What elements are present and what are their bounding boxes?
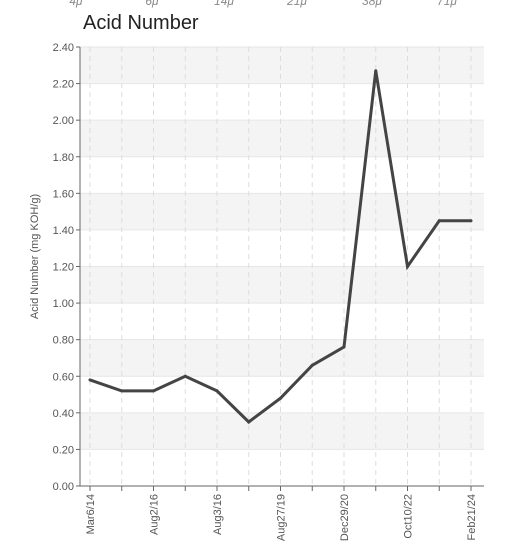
grid-band: [80, 120, 484, 157]
y-axis-label: Acid Number (mg KOH/g): [29, 194, 41, 319]
data-point: [88, 378, 92, 382]
data-point: [374, 69, 378, 73]
grid-band: [80, 412, 484, 450]
data-point: [279, 396, 282, 400]
y-tick-label: 0.80: [53, 335, 74, 347]
grid-band: [80, 339, 484, 377]
data-point: [183, 374, 187, 378]
y-tick-label: 0.20: [53, 444, 74, 456]
top-tick-label: 38μ: [362, 0, 382, 8]
data-point: [120, 389, 124, 393]
data-point: [152, 389, 155, 393]
top-tick-label: 14μ: [214, 0, 234, 8]
x-tick-label: Aug2/16: [149, 494, 161, 535]
data-point: [342, 345, 346, 349]
y-tick-label: 1.00: [53, 298, 74, 310]
y-tick-label: 1.80: [53, 152, 74, 164]
top-tick-label: 71μ: [437, 0, 457, 8]
x-tick-label: Aug3/16: [212, 494, 224, 535]
y-tick-label: 2.40: [53, 42, 74, 54]
y-tick-label: 1.20: [53, 262, 74, 274]
top-tick-label: 4μ: [69, 0, 83, 8]
data-point: [437, 219, 441, 223]
grid-band: [80, 47, 484, 84]
y-tick-label: 2.20: [53, 79, 74, 91]
x-tick-label: Feb21/24: [466, 494, 478, 540]
y-tick-label: 2.00: [53, 115, 74, 127]
data-point: [247, 420, 251, 424]
top-tick-label: 6μ: [145, 0, 159, 8]
x-tick-label: Mar6/14: [85, 494, 97, 534]
chart-title: Acid Number: [83, 12, 199, 34]
data-point: [406, 265, 409, 268]
x-tick-label: Aug27/19: [276, 494, 288, 541]
data-point: [469, 219, 473, 223]
top-axis-tick-labels: 4μ 6μ 14μ 21μ 38μ 71μ: [0, 0, 505, 8]
grid-band: [80, 266, 484, 304]
grid-band: [80, 193, 484, 230]
x-tick-label: Dec29/20: [339, 494, 351, 541]
y-tick-label: 0.00: [53, 481, 74, 493]
top-tick-label: 21μ: [287, 0, 307, 8]
x-tick-label: Oct10/22: [403, 494, 415, 539]
y-tick-label: 1.40: [53, 225, 74, 237]
data-point: [310, 363, 314, 367]
y-tick-label: 1.60: [53, 188, 74, 200]
data-point: [215, 389, 219, 393]
y-tick-label: 0.60: [53, 371, 74, 383]
y-tick-label: 0.40: [53, 408, 74, 420]
